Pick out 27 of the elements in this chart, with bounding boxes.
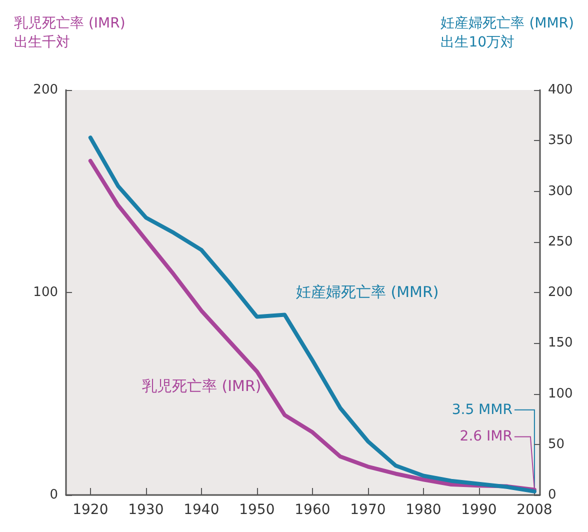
x-tick-label: 1960	[294, 502, 330, 518]
x-tick-label: 1940	[184, 502, 220, 518]
y-tick-label: 200	[33, 82, 58, 98]
annotation: 乳児死亡率 (IMR)	[142, 377, 262, 395]
y2-tick-label: 400	[548, 82, 573, 98]
x-tick-label: 1990	[461, 502, 497, 518]
y2-tick-label: 150	[548, 336, 573, 351]
x-tick-label: 1930	[128, 502, 164, 518]
y2-tick-label: 250	[548, 234, 573, 250]
annotation: 妊産婦死亡率 (MMR)	[296, 283, 439, 301]
y2-tick-label: 0	[548, 488, 556, 502]
y2-tick-label: 300	[548, 184, 573, 199]
y2-tick-label: 50	[548, 436, 565, 452]
y2-tick-label: 350	[548, 133, 573, 148]
x-tick-label: 1920	[72, 502, 108, 518]
x-tick-label: 1950	[239, 502, 275, 518]
x-tick-label: 1980	[406, 502, 442, 518]
y-tick-label: 100	[33, 285, 58, 300]
annotation: 2.6 IMR	[460, 428, 513, 445]
y-tick-label: 0	[50, 488, 58, 502]
x-tick-label: 2008	[516, 502, 552, 518]
y-axis-title: 乳児死亡率 (IMR) 出生千対	[14, 16, 126, 50]
annotation: 3.5 MMR	[452, 402, 513, 418]
y2-tick-label: 100	[548, 386, 573, 402]
y2-axis-title: 妊産婦死亡率 (MMR) 出生10万対	[440, 16, 574, 50]
y2-tick-label: 200	[548, 285, 573, 300]
x-tick-label: 1970	[350, 502, 386, 518]
